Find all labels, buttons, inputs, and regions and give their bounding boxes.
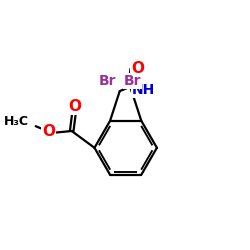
Text: NH: NH: [132, 83, 155, 97]
Text: O: O: [68, 100, 81, 114]
Text: Br: Br: [124, 74, 141, 88]
Text: H₃C: H₃C: [4, 115, 29, 128]
Text: O: O: [131, 61, 144, 76]
Text: O: O: [42, 124, 55, 140]
Text: Br: Br: [98, 74, 116, 88]
